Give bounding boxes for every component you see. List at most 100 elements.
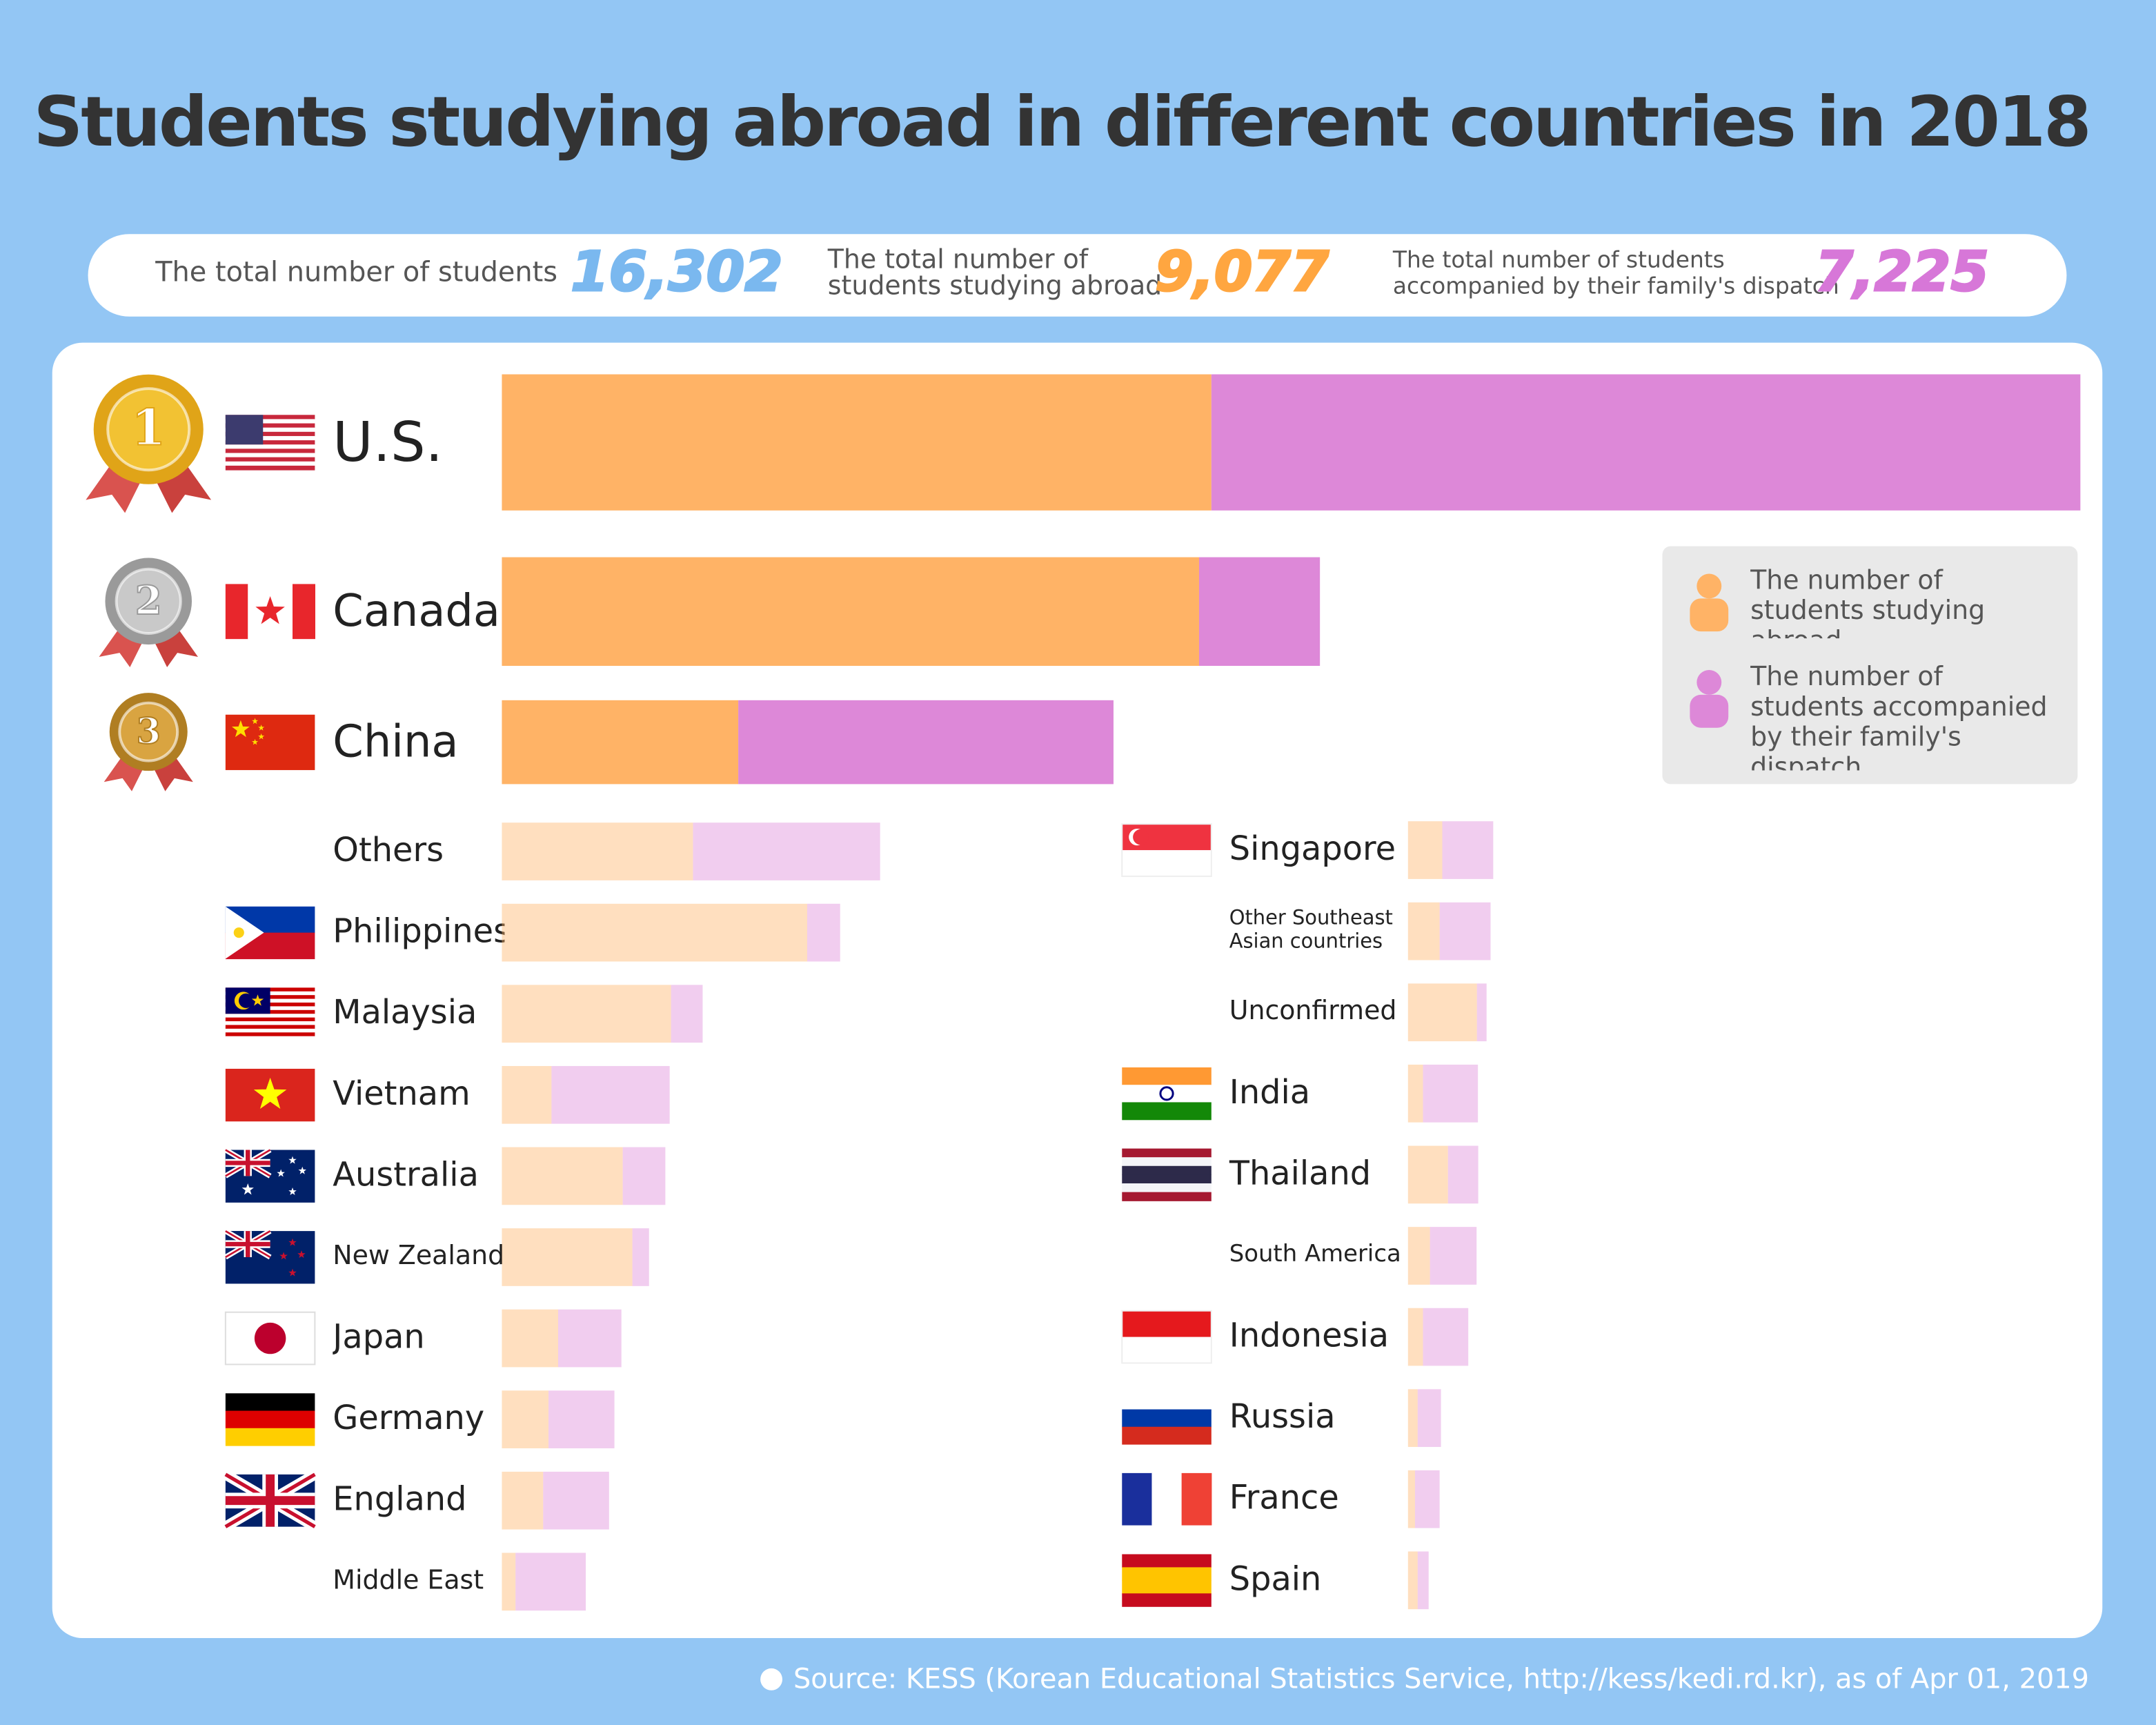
flag-star — [258, 724, 265, 731]
category-label-box: Spain — [1229, 1560, 1322, 1598]
flag-stripe — [1151, 1472, 1183, 1526]
bar-family — [548, 1390, 615, 1449]
flag-cross — [225, 1150, 270, 1176]
category-label-box: Canada — [333, 584, 500, 638]
flag-star — [288, 1238, 297, 1246]
category-label: Germany — [333, 1399, 485, 1438]
flag-stripe — [1122, 1310, 1211, 1338]
flag-field — [1121, 1310, 1212, 1364]
flag-stripe — [225, 1014, 315, 1018]
flag-moon — [1133, 829, 1149, 845]
bar-family — [1430, 1227, 1477, 1285]
bar-abroad — [502, 374, 1211, 511]
flag-stripe — [1122, 1567, 1211, 1581]
flag-cross — [225, 1474, 315, 1527]
bar-abroad — [502, 1552, 516, 1611]
category-label: Canada — [333, 584, 500, 638]
flag-star — [288, 1187, 297, 1196]
flag-stripe — [225, 423, 315, 428]
category-label-box: Indonesia — [1229, 1317, 1389, 1354]
bar-family — [1476, 983, 1487, 1042]
flag-stripe — [1122, 1554, 1211, 1568]
flag-stripe — [225, 1410, 315, 1429]
bar-family — [1442, 821, 1494, 879]
flag-stripe — [1122, 1409, 1211, 1428]
category-label: Singapore — [1229, 829, 1396, 869]
category-label: Thailand — [1229, 1154, 1372, 1193]
flag-star — [231, 720, 250, 738]
bar-abroad — [1407, 1145, 1448, 1204]
bar-family — [543, 1471, 609, 1530]
category-label-box: Philippines — [333, 913, 504, 951]
source: Source: KESS (Korean Educational Statist… — [793, 1663, 2089, 1695]
medal-rank: 1 — [131, 398, 166, 457]
medal-face — [106, 387, 191, 472]
category-label-box: South America — [1229, 1241, 1401, 1269]
flag-star — [277, 1169, 285, 1177]
flag-stripe — [1122, 1580, 1211, 1594]
bar-family — [1447, 1145, 1478, 1204]
flag-stripe — [1122, 850, 1211, 877]
bar-family — [1423, 1064, 1478, 1123]
category-label-box: Middle East — [333, 1565, 484, 1596]
flag-wheel — [1159, 1086, 1174, 1101]
bar-family — [1417, 1551, 1429, 1610]
chart-panel — [52, 342, 2103, 1639]
bar-abroad — [502, 1147, 623, 1205]
category-label: France — [1229, 1479, 1339, 1518]
summary-label: The total number of students — [1392, 246, 1725, 273]
flag-stripe — [225, 1025, 315, 1029]
category-label-box: England — [333, 1481, 466, 1519]
bar-abroad — [502, 1065, 552, 1124]
summary-value: 9,077 — [1155, 239, 1329, 304]
flag-stripe — [225, 435, 315, 441]
category-label: Other Southeast Asian countries — [1229, 908, 1393, 954]
flag-stripe — [225, 431, 315, 437]
category-label: Japan — [333, 1318, 425, 1357]
legend-icon — [1697, 573, 1722, 599]
summary-label: students studying abroad — [828, 270, 1162, 300]
flag-stripe — [1122, 1102, 1211, 1121]
summary-label: The total number of — [827, 244, 1089, 275]
flag-star — [279, 1252, 288, 1260]
bar-family — [551, 1065, 670, 1124]
summary-label: accompanied by their family's dispatch — [1393, 272, 1839, 299]
bar-family — [1417, 1389, 1441, 1448]
legend-box — [1662, 546, 2078, 785]
bar-abroad — [1407, 821, 1443, 879]
flag-stripe — [1122, 1183, 1211, 1193]
category-label-box: Russia — [1229, 1398, 1336, 1436]
legend-icon — [1697, 669, 1722, 695]
category-label: Australia — [333, 1155, 479, 1194]
flag-moon — [239, 993, 254, 1008]
bar-family — [693, 822, 880, 880]
flag-stripe — [1122, 1148, 1211, 1158]
medal-rank: 3 — [136, 711, 161, 753]
category-label: China — [333, 715, 459, 768]
bar-abroad — [502, 1390, 549, 1449]
category-label: U.S. — [333, 411, 443, 474]
category-label: South America — [1229, 1241, 1401, 1269]
bar-abroad — [1407, 1064, 1423, 1123]
bar-abroad — [1407, 1227, 1430, 1285]
bar-abroad — [502, 557, 1199, 667]
category-label-box: Thailand — [1229, 1154, 1372, 1193]
flag-star — [241, 1183, 254, 1195]
bar-family — [1211, 374, 2081, 511]
flag-stripe — [1122, 1392, 1211, 1410]
category-label: Middle East — [333, 1565, 484, 1596]
medal-face — [115, 567, 182, 635]
flag-stripe — [1122, 1337, 1211, 1364]
flag-stripe — [225, 1393, 315, 1412]
legend-icon — [1690, 694, 1729, 728]
category-label-box: Other Southeast Asian countries — [1229, 908, 1393, 954]
flag-stripe — [225, 444, 315, 449]
category-label: Malaysia — [333, 993, 477, 1032]
category-label-box: France — [1229, 1479, 1339, 1518]
category-label-box: New Zealand — [333, 1241, 505, 1272]
flag-field — [1121, 823, 1212, 877]
category-label: New Zealand — [333, 1241, 505, 1272]
legend-label: The number of students studying abroad — [1750, 566, 1986, 639]
category-label-box: Japan — [333, 1318, 425, 1357]
category-label: India — [1229, 1073, 1311, 1112]
